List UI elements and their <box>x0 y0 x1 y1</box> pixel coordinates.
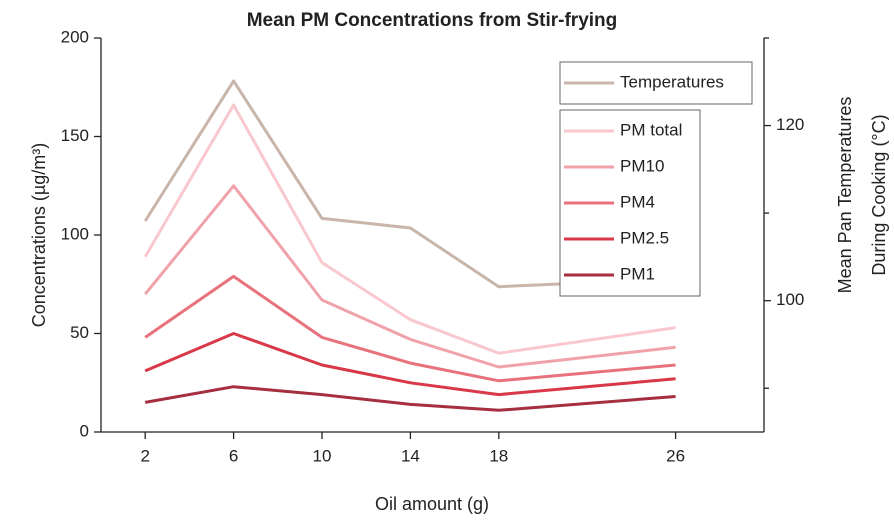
series-line <box>144 385 676 412</box>
x-tick-label: 14 <box>401 446 420 465</box>
y-tick-label: 50 <box>70 323 89 342</box>
legend-label: PM total <box>620 120 682 139</box>
series-line <box>144 184 676 369</box>
series-line <box>144 274 676 383</box>
x-tick-label: 18 <box>489 446 508 465</box>
legend-label: PM10 <box>620 156 664 175</box>
y-tick-label: 100 <box>61 224 89 243</box>
x-tick-label: 6 <box>229 446 238 465</box>
x-tick-label: 2 <box>140 446 149 465</box>
legend-label: PM4 <box>620 192 655 211</box>
x-tick-label: 10 <box>313 446 332 465</box>
y2-axis-label: During Cooking (°C) <box>869 114 889 275</box>
y2-axis-label: Mean Pan Temperatures <box>835 97 855 294</box>
legend-label: Temperatures <box>620 72 724 91</box>
y-tick-label: 0 <box>80 421 89 440</box>
y-tick-label: 150 <box>61 126 89 145</box>
y-tick-label: 200 <box>61 27 89 46</box>
x-tick-label: 26 <box>666 446 685 465</box>
series-line <box>143 79 676 289</box>
y-axis-label: Concentrations (µg/m³) <box>29 143 49 327</box>
y2-tick-label: 120 <box>776 115 804 134</box>
x-axis-label: Oil amount (g) <box>375 494 489 514</box>
legend-label: PM1 <box>620 264 655 283</box>
legend-label: PM2.5 <box>620 228 669 247</box>
series-line <box>143 103 676 355</box>
series-line <box>144 332 676 397</box>
y2-tick-label: 100 <box>776 290 804 309</box>
chart-title: Mean PM Concentrations from Stir-frying <box>247 10 618 31</box>
